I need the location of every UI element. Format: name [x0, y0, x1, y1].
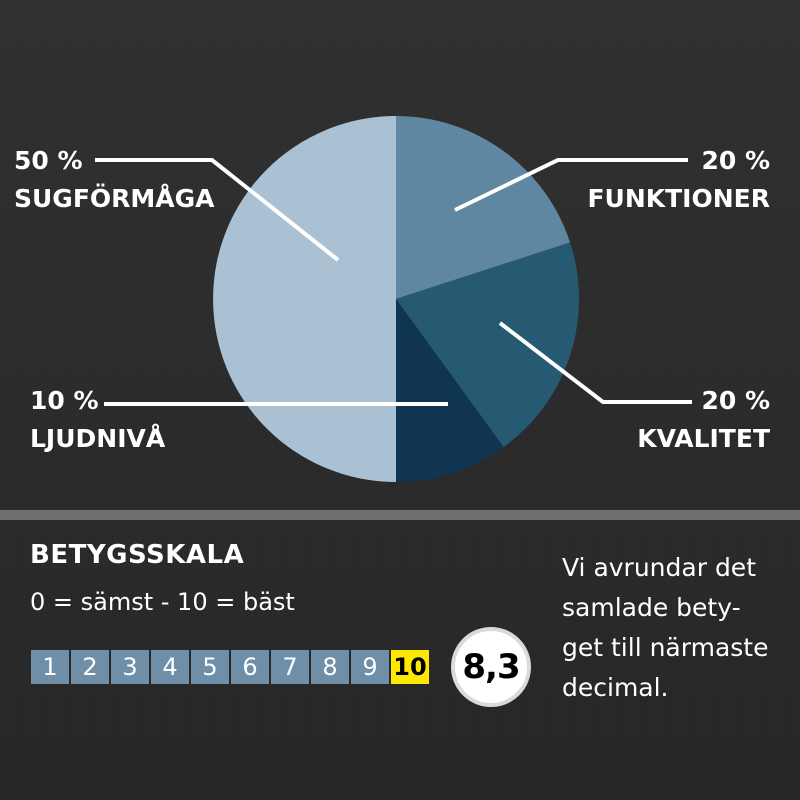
pie-slice-sugförmåga	[213, 116, 396, 482]
label-kvalitet-name: KVALITET	[637, 424, 770, 453]
leader-line-funktioner	[454, 158, 688, 212]
note-line: Vi avrundar det	[562, 553, 756, 582]
scale-cell-8: 8	[311, 650, 349, 684]
scale-title: BETYGSSKALA	[30, 540, 245, 570]
label-sugformaga-pct: 50 %	[14, 146, 83, 175]
label-sugformaga: 50 % SUGFÖRMÅGA	[14, 142, 215, 218]
scale-cell-10: 10	[391, 650, 429, 684]
pie-slice-funktioner	[396, 116, 571, 299]
pie-chart-area: 50 % SUGFÖRMÅGA 20 % FUNKTIONER 20 % KVA…	[14, 116, 770, 482]
label-funktioner: 20 % FUNKTIONER	[587, 142, 770, 218]
pie-chart	[95, 116, 692, 482]
scale-cell-4: 4	[151, 650, 189, 684]
pie-slice-kvalitet	[396, 242, 579, 448]
section-divider	[0, 510, 800, 520]
scale-cell-5: 5	[191, 650, 229, 684]
leader-line-sugformaga	[95, 158, 340, 262]
label-kvalitet: 20 % KVALITET	[637, 382, 770, 458]
pie-slice-ljudnivå	[396, 299, 504, 482]
label-ljudniva-pct: 10 %	[30, 386, 99, 415]
score-badge: 8,3	[451, 627, 531, 707]
scale-subtitle: 0 = sämst - 10 = bäst	[30, 588, 295, 616]
label-ljudniva-name: LJUDNIVÅ	[30, 424, 166, 453]
scale-cell-6: 6	[231, 650, 269, 684]
label-funktioner-name: FUNKTIONER	[587, 184, 770, 213]
leader-line-kvalitet	[498, 321, 692, 404]
scale-cell-2: 2	[71, 650, 109, 684]
scale-cell-7: 7	[271, 650, 309, 684]
rounding-note: Vi avrundar det samlade bety-get till när…	[562, 548, 794, 708]
scale-cell-3: 3	[111, 650, 149, 684]
scale-cell-1: 1	[31, 650, 69, 684]
note-line: decimal.	[562, 673, 669, 702]
scale-cell-9: 9	[351, 650, 389, 684]
label-ljudniva: 10 % LJUDNIVÅ	[30, 382, 165, 458]
label-kvalitet-pct: 20 %	[701, 386, 770, 415]
label-funktioner-pct: 20 %	[701, 146, 770, 175]
rating-scale: 1 2 3 4 5 6 7 8 9 10	[31, 650, 431, 684]
note-line: get till närmaste	[562, 633, 769, 662]
note-line: samlade bety-	[562, 593, 741, 622]
label-sugformaga-name: SUGFÖRMÅGA	[14, 184, 215, 213]
